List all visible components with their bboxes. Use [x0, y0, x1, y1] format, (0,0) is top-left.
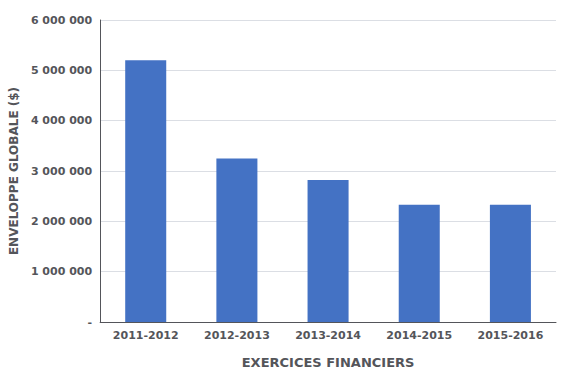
svg-text:2011-2012: 2011-2012: [113, 329, 179, 342]
svg-text:5 000 000: 5 000 000: [31, 64, 93, 77]
svg-text:2015-2016: 2015-2016: [478, 329, 544, 342]
svg-text:3 000 000: 3 000 000: [31, 165, 93, 178]
svg-text:6 000 000: 6 000 000: [31, 14, 93, 27]
svg-text:4 000 000: 4 000 000: [31, 114, 93, 127]
svg-text:EXERCICES FINANCIERS: EXERCICES FINANCIERS: [242, 355, 415, 370]
svg-text:2012-2013: 2012-2013: [204, 329, 270, 342]
svg-text:ENVELOPPE GLOBALE ($): ENVELOPPE GLOBALE ($): [7, 87, 21, 255]
svg-text:2014-2015: 2014-2015: [386, 329, 452, 342]
svg-text:2 000 000: 2 000 000: [31, 215, 93, 228]
svg-text:-: -: [88, 316, 93, 329]
svg-text:1 000 000: 1 000 000: [31, 265, 93, 278]
svg-text:2013-2014: 2013-2014: [295, 329, 361, 342]
